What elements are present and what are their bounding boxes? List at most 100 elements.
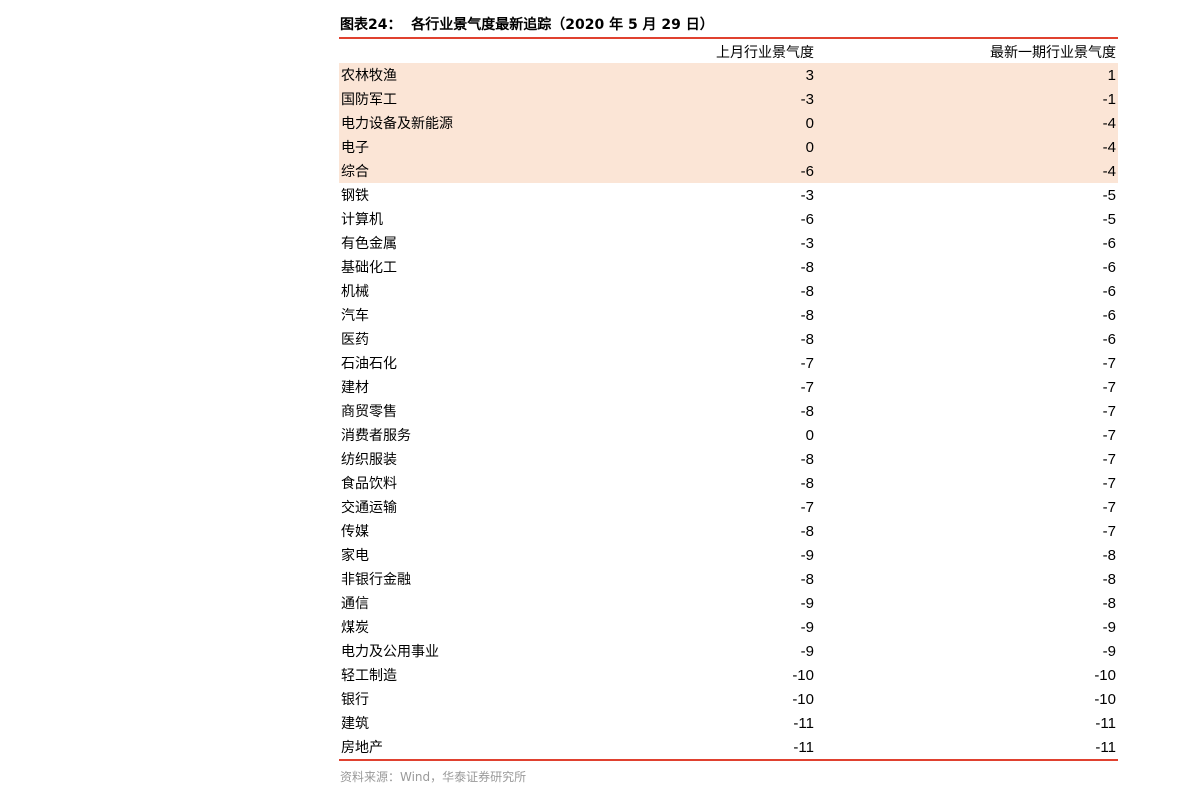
table-row: 汽车 -8 -6 [339,303,1118,327]
latest-cell: -6 [1102,306,1116,324]
last-month-cell: -6 [800,210,814,228]
last-month-cell: -8 [800,330,814,348]
industry-cell: 钢铁 [341,188,369,204]
table-row: 银行 -10 -10 [339,687,1118,711]
last-month-cell: -10 [792,690,814,708]
table-row: 非银行金融 -8 -8 [339,567,1118,591]
table-row: 农林牧渔 3 1 [339,63,1118,87]
table-row: 食品饮料 -8 -7 [339,471,1118,495]
table-row: 电子 0 -4 [339,135,1118,159]
last-month-cell: -8 [800,570,814,588]
latest-cell: -9 [1102,618,1116,636]
last-month-cell: -6 [800,162,814,180]
industry-cell: 电力设备及新能源 [341,116,453,132]
industry-cell: 建材 [341,380,369,396]
last-month-cell: -9 [800,642,814,660]
header-last-month: 上月行业景气度 [716,44,814,61]
top-rule [339,37,1118,39]
last-month-cell: 0 [805,114,814,132]
latest-cell: -4 [1102,114,1116,132]
industry-cell: 医药 [341,332,369,348]
latest-cell: -8 [1102,570,1116,588]
industry-cell: 通信 [341,596,369,612]
table-row: 计算机 -6 -5 [339,207,1118,231]
industry-cell: 综合 [341,164,369,180]
last-month-cell: -9 [800,618,814,636]
last-month-cell: -3 [800,90,814,108]
industry-cell: 房地产 [341,740,383,756]
latest-cell: -9 [1102,642,1116,660]
industry-table: 上月行业景气度 最新一期行业景气度 农林牧渔 3 1 国防军工 -3 -1 电力设备及新能源… [339,40,1118,759]
industry-cell: 基础化工 [341,260,397,276]
table-row: 商贸零售 -8 -7 [339,399,1118,423]
latest-cell: -11 [1095,714,1116,732]
latest-cell: -7 [1102,450,1116,468]
latest-cell: -6 [1102,330,1116,348]
last-month-cell: -8 [800,306,814,324]
table-row: 石油石化 -7 -7 [339,351,1118,375]
table-row: 纺织服装 -8 -7 [339,447,1118,471]
last-month-cell: -8 [800,258,814,276]
last-month-cell: -8 [800,522,814,540]
last-month-cell: -3 [800,186,814,204]
last-month-cell: -8 [800,282,814,300]
latest-cell: -11 [1095,738,1116,756]
industry-cell: 建筑 [341,716,369,732]
last-month-cell: -9 [800,546,814,564]
last-month-cell: -8 [800,402,814,420]
source-note: 资料来源：Wind，华泰证券研究所 [340,770,527,784]
table-row: 国防军工 -3 -1 [339,87,1118,111]
latest-cell: -10 [1094,666,1116,684]
industry-cell: 食品饮料 [341,476,397,492]
latest-cell: -8 [1102,546,1116,564]
last-month-cell: -7 [800,354,814,372]
industry-cell: 非银行金融 [341,572,411,588]
industry-cell: 计算机 [341,212,383,228]
latest-cell: -6 [1102,282,1116,300]
industry-cell: 纺织服装 [341,452,397,468]
latest-cell: -7 [1102,426,1116,444]
last-month-cell: -9 [800,594,814,612]
table-row: 机械 -8 -6 [339,279,1118,303]
industry-cell: 传媒 [341,524,369,540]
table-row: 电力设备及新能源 0 -4 [339,111,1118,135]
table-row: 医药 -8 -6 [339,327,1118,351]
table-row: 建材 -7 -7 [339,375,1118,399]
latest-cell: -5 [1102,210,1116,228]
last-month-cell: -11 [793,738,814,756]
table-row: 综合 -6 -4 [339,159,1118,183]
last-month-cell: -7 [800,498,814,516]
table-row: 交通运输 -7 -7 [339,495,1118,519]
latest-cell: -6 [1102,258,1116,276]
table-title: 图表24： 各行业景气度最新追踪（2020 年 5 月 29 日） [340,17,714,33]
bottom-rule [339,759,1118,761]
last-month-cell: -8 [800,474,814,492]
latest-cell: -7 [1102,522,1116,540]
latest-cell: -5 [1102,186,1116,204]
industry-cell: 有色金属 [341,236,397,252]
table-row: 煤炭 -9 -9 [339,615,1118,639]
latest-cell: -6 [1102,234,1116,252]
last-month-cell: 3 [805,66,814,84]
industry-cell: 银行 [341,692,369,708]
industry-cell: 国防军工 [341,92,397,108]
latest-cell: -4 [1102,138,1116,156]
industry-cell: 轻工制造 [341,668,397,684]
industry-cell: 家电 [341,548,369,564]
latest-cell: -7 [1102,474,1116,492]
industry-cell: 电子 [341,140,369,156]
table-row: 电力及公用事业 -9 -9 [339,639,1118,663]
table-row: 传媒 -8 -7 [339,519,1118,543]
table-row: 有色金属 -3 -6 [339,231,1118,255]
industry-cell: 石油石化 [341,356,397,372]
latest-cell: -10 [1094,690,1116,708]
latest-cell: -1 [1102,90,1116,108]
last-month-cell: -11 [793,714,814,732]
latest-cell: -4 [1102,162,1116,180]
latest-cell: -7 [1102,354,1116,372]
table-row: 钢铁 -3 -5 [339,183,1118,207]
last-month-cell: 0 [805,426,814,444]
last-month-cell: 0 [805,138,814,156]
header-latest: 最新一期行业景气度 [990,44,1116,61]
latest-cell: -7 [1102,402,1116,420]
